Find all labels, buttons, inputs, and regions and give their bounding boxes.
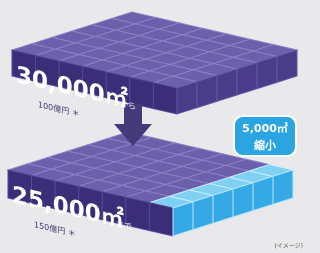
badge-label: 縮小: [254, 138, 276, 152]
side-cell: [193, 195, 213, 229]
side-cell: [273, 170, 293, 204]
note: (イメージ): [274, 243, 303, 250]
side-cell: [253, 176, 273, 210]
infographic: 30,000㎡ から 100億円 ＊ 25,000㎡ まで 150億円 ＊ 5,…: [0, 0, 307, 253]
front-cell: [149, 203, 173, 236]
side-cell: [213, 189, 233, 223]
side-cell: [173, 202, 193, 236]
badge-area: 5,000㎡: [242, 121, 288, 135]
side-cell: [233, 183, 253, 217]
front-cell: [153, 83, 177, 114]
